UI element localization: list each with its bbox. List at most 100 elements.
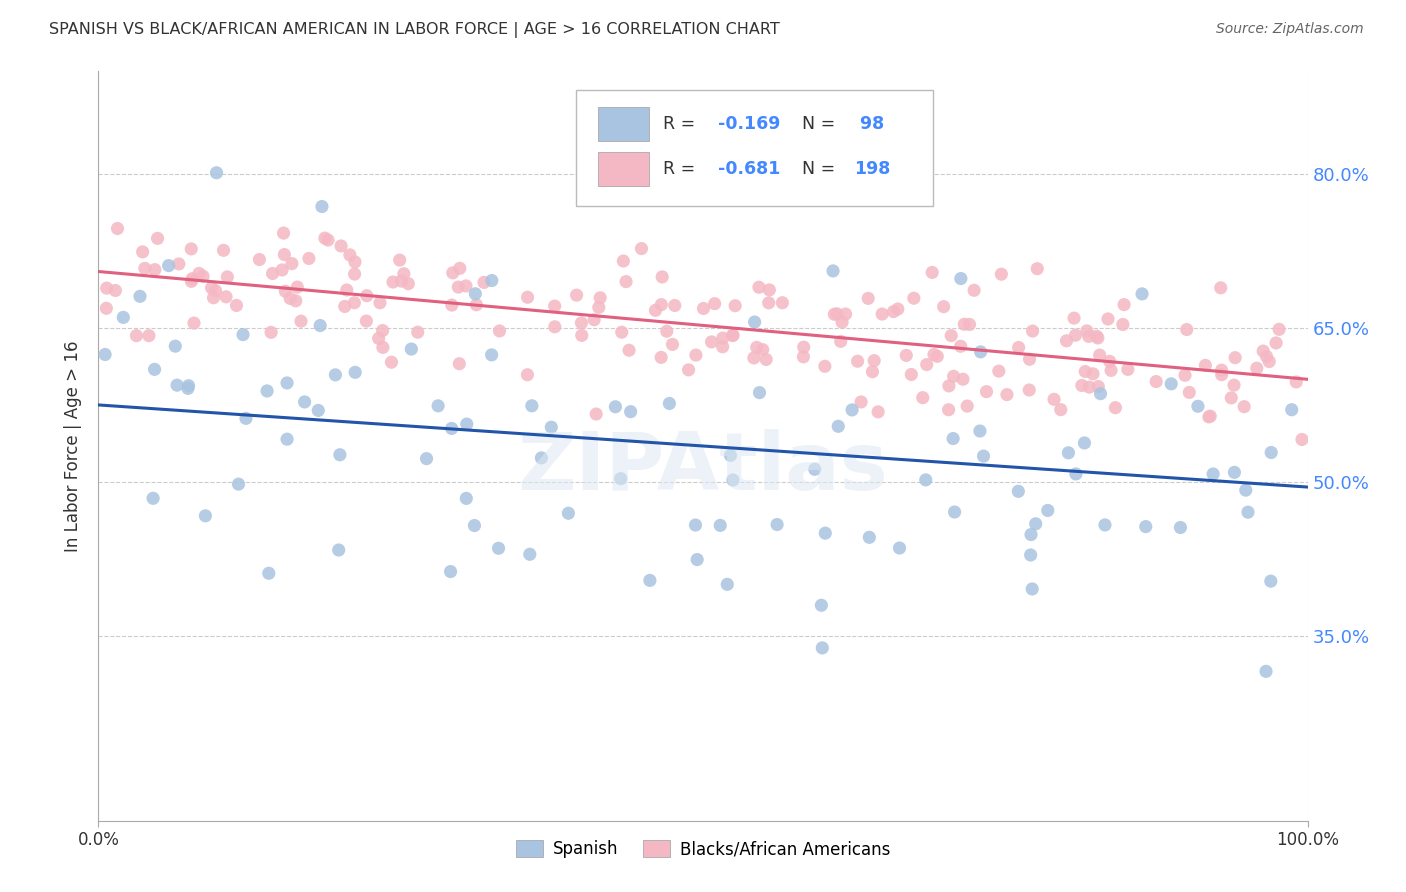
Point [792,350,814,364]
Point [990,267,1012,281]
Point [1094,518,1116,533]
Point [709,518,731,533]
Point [720,449,742,463]
Point [617,343,640,358]
Point [941,328,963,343]
Point [724,299,747,313]
Point [644,303,666,318]
Point [1074,365,1097,379]
Point [1087,379,1109,393]
Point [703,296,725,310]
Point [814,526,837,541]
Point [1070,378,1092,392]
Point [571,316,593,330]
Point [217,269,239,284]
Point [1209,281,1232,295]
Text: -0.169: -0.169 [717,115,780,133]
Point [464,286,486,301]
Text: 98: 98 [855,115,884,133]
Point [942,369,965,384]
Point [1019,527,1042,541]
Point [1078,380,1101,394]
Text: SPANISH VS BLACK/AFRICAN AMERICAN IN LABOR FORCE | AGE > 16 CORRELATION CHART: SPANISH VS BLACK/AFRICAN AMERICAN IN LAB… [49,22,780,38]
Point [1220,391,1243,405]
Point [107,221,129,235]
Point [748,385,770,400]
Point [328,543,350,558]
Point [831,315,853,329]
Point [914,473,936,487]
Point [225,298,247,312]
Point [841,403,863,417]
Text: R =: R = [664,160,700,178]
Point [755,352,778,367]
Point [1019,548,1042,562]
Point [1246,361,1268,376]
Point [969,424,991,438]
Point [1025,516,1047,531]
Point [401,342,423,356]
Point [605,400,627,414]
Point [273,226,295,240]
Point [630,242,652,256]
Point [488,324,510,338]
Point [1036,503,1059,517]
Point [1233,400,1256,414]
Point [742,351,765,365]
Point [519,547,541,561]
Text: N =: N = [803,160,841,178]
Point [488,541,510,556]
Point [440,298,463,312]
Point [540,420,562,434]
Point [481,348,503,362]
Point [661,337,683,351]
Text: N =: N = [803,115,841,133]
Point [260,326,283,340]
Point [380,355,402,369]
Point [516,290,538,304]
Point [143,262,166,277]
Point [389,274,412,288]
Point [316,233,339,247]
Point [823,307,845,321]
Point [887,301,910,316]
Point [751,343,773,357]
Point [814,359,837,374]
Point [343,255,366,269]
Point [202,291,225,305]
Point [963,283,986,297]
Point [1018,383,1040,397]
Point [1194,359,1216,373]
Point [180,274,202,288]
Point [692,301,714,316]
Point [449,357,471,371]
Point [516,368,538,382]
Point [235,411,257,425]
Point [658,396,681,410]
Point [685,348,707,362]
Point [177,378,200,392]
Point [290,314,312,328]
Bar [576,90,932,206]
Point [1251,344,1274,359]
Point [311,200,333,214]
Point [758,295,780,310]
Point [903,291,925,305]
Point [1144,375,1167,389]
Point [969,344,991,359]
Point [273,247,295,261]
Point [456,491,478,506]
Point [609,472,631,486]
Point [262,267,284,281]
Point [343,267,366,281]
Point [330,239,353,253]
Point [339,248,361,262]
Point [449,261,471,276]
Point [758,283,780,297]
Point [180,242,202,256]
Point [868,405,890,419]
Point [949,271,972,285]
Point [1104,401,1126,415]
Point [1018,352,1040,367]
Point [1211,363,1233,377]
